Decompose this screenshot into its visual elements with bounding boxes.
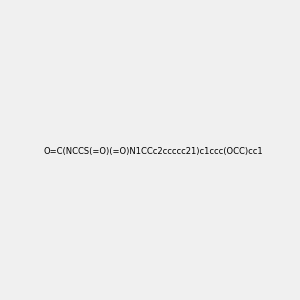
Text: O=C(NCCS(=O)(=O)N1CCc2ccccc21)c1ccc(OCC)cc1: O=C(NCCS(=O)(=O)N1CCc2ccccc21)c1ccc(OCC)… <box>44 147 264 156</box>
